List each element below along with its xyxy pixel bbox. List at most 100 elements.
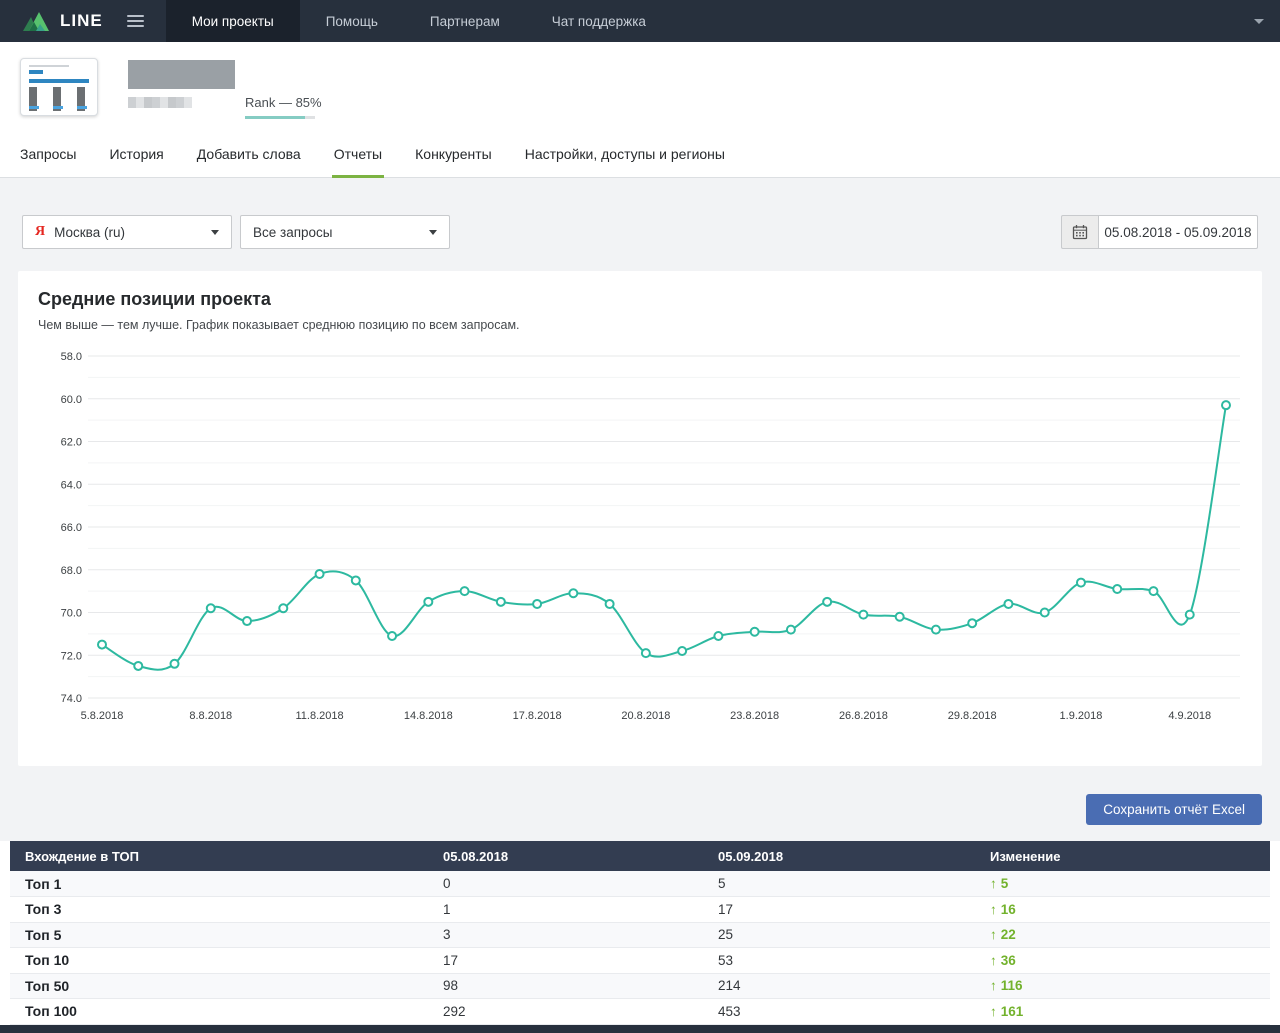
calendar-button[interactable] (1061, 215, 1098, 249)
filters-row: Я Москва (ru) Все запросы (0, 178, 1280, 249)
tab[interactable]: Добавить слова (196, 146, 301, 162)
y-axis-tick: 60.0 (61, 394, 82, 406)
top-level-label: Топ 1 (10, 871, 428, 897)
y-axis-tick: 70.0 (61, 608, 82, 620)
chevron-down-icon (211, 229, 219, 235)
data-point[interactable] (930, 624, 941, 635)
column-header: 05.08.2018 (428, 841, 703, 871)
series-line (101, 404, 1227, 671)
project-header: Rank — 85% (0, 42, 1280, 140)
data-point[interactable] (278, 603, 289, 614)
x-axis-tick: 4.9.2018 (1168, 710, 1211, 722)
query-group-select[interactable]: Все запросы (240, 215, 450, 249)
x-axis-tick: 23.8.2018 (730, 710, 779, 722)
table-row: Топ 100 292 453 ↑ 161 (10, 998, 1270, 1025)
end-count: 53 (703, 947, 975, 974)
nav-item[interactable]: Помощь (325, 13, 378, 29)
start-count: 292 (428, 998, 703, 1025)
nav-item[interactable]: Партнерам (429, 13, 500, 29)
end-count: 453 (703, 998, 975, 1025)
start-count: 0 (428, 871, 703, 897)
positions-line-chart: 58.0 60.0 62.0 64.0 66.0 68.0 70.0 72.0 74.0 5.8.… (38, 342, 1242, 737)
brand[interactable]: LINE (0, 0, 113, 42)
data-point[interactable] (858, 609, 869, 620)
top-entries-table: Вхождение в ТОП 05.08.2018 05.09.2018 Измен… (10, 841, 1270, 1025)
end-count: 5 (703, 871, 975, 897)
chevron-down-icon (429, 229, 437, 235)
y-axis-tick: 58.0 (61, 351, 82, 363)
y-axis-tick: 64.0 (61, 479, 82, 491)
x-axis-tick: 26.8.2018 (839, 710, 888, 722)
data-point[interactable] (495, 596, 506, 607)
arrow-up-icon: ↑ (990, 927, 997, 943)
nav-item[interactable]: Чат поддержка (551, 13, 646, 29)
end-count: 25 (703, 922, 975, 948)
data-point[interactable] (967, 618, 978, 629)
start-count: 1 (428, 896, 703, 923)
date-range-input[interactable] (1098, 215, 1258, 249)
user-menu-caret-icon[interactable] (1254, 19, 1264, 24)
tab[interactable]: Конкуренты (415, 146, 492, 162)
data-point[interactable] (822, 596, 833, 607)
data-point[interactable] (677, 645, 688, 656)
change-value: ↑ 161 (975, 998, 1270, 1025)
save-excel-button[interactable]: Сохранить отчёт Excel (1086, 794, 1262, 825)
table-row: Топ 1 0 5 ↑ 5 (10, 871, 1270, 897)
data-point[interactable] (133, 660, 144, 671)
data-point[interactable] (242, 616, 253, 627)
column-header: Изменение (975, 841, 1270, 871)
x-axis-tick: 17.8.2018 (513, 710, 562, 722)
data-point[interactable] (532, 598, 543, 609)
arrow-up-icon: ↑ (990, 978, 997, 994)
data-point[interactable] (894, 611, 905, 622)
chart-svg: 58.0 60.0 62.0 64.0 66.0 68.0 70.0 72.0 74.0 5.8.… (61, 351, 1240, 722)
data-point[interactable] (314, 569, 325, 580)
data-point[interactable] (785, 624, 796, 635)
chart-title: Средние позиции проекта (38, 289, 271, 309)
menu-icon[interactable] (113, 0, 158, 42)
avg-positions-card: Средние позиции проекта Чем выше — тем л… (18, 271, 1262, 766)
content-area: Я Москва (ru) Все запросы Средние (0, 178, 1280, 841)
data-point[interactable] (604, 598, 615, 609)
project-tabs: Запросы История Добавить слова Отчеты Конкур… (0, 140, 1280, 178)
tab[interactable]: Настройки, доступы и регионы (524, 146, 725, 162)
top-level-label: Топ 10 (10, 947, 428, 974)
tab[interactable]: История (109, 146, 164, 162)
data-point[interactable] (1003, 598, 1014, 609)
data-point[interactable] (97, 639, 107, 650)
project-name-blurred (128, 60, 235, 89)
rank-label: Rank — 85% (245, 95, 322, 110)
data-point[interactable] (1112, 583, 1123, 594)
calendar-icon (1072, 225, 1088, 240)
nav-item[interactable]: Мои проекты (165, 0, 300, 42)
data-point[interactable] (1039, 607, 1050, 618)
thumb-decor (29, 70, 43, 74)
query-group-value: Все запросы (253, 224, 333, 240)
data-point[interactable] (713, 631, 724, 642)
change-value: ↑ 22 (975, 922, 1270, 948)
data-point[interactable] (205, 603, 216, 614)
tab[interactable]: Отчеты (331, 140, 385, 178)
data-point[interactable] (1075, 577, 1086, 588)
top-entries-section: Вхождение в ТОП 05.08.2018 05.09.2018 Измен… (0, 841, 1280, 1025)
data-point[interactable] (749, 626, 760, 637)
data-point[interactable] (1184, 609, 1195, 620)
data-point[interactable] (568, 588, 579, 599)
data-point[interactable] (350, 575, 361, 586)
project-thumbnail[interactable] (20, 58, 98, 116)
data-point[interactable] (640, 648, 651, 659)
start-count: 3 (428, 922, 703, 948)
top-level-label: Топ 100 (10, 998, 428, 1025)
data-point[interactable] (387, 631, 398, 642)
data-point[interactable] (169, 658, 180, 669)
data-point[interactable] (459, 586, 470, 597)
x-axis-tick: 1.9.2018 (1060, 710, 1103, 722)
data-point[interactable] (1221, 400, 1231, 411)
search-engine-select[interactable]: Я Москва (ru) (22, 215, 232, 249)
tab[interactable]: Запросы (20, 146, 77, 162)
data-point[interactable] (423, 596, 434, 607)
y-axis-tick: 72.0 (61, 650, 82, 662)
data-point[interactable] (1148, 586, 1159, 597)
search-engine-value: Москва (ru) (54, 224, 125, 240)
chart-subtitle: Чем выше — тем лучше. График показывает … (38, 318, 520, 332)
